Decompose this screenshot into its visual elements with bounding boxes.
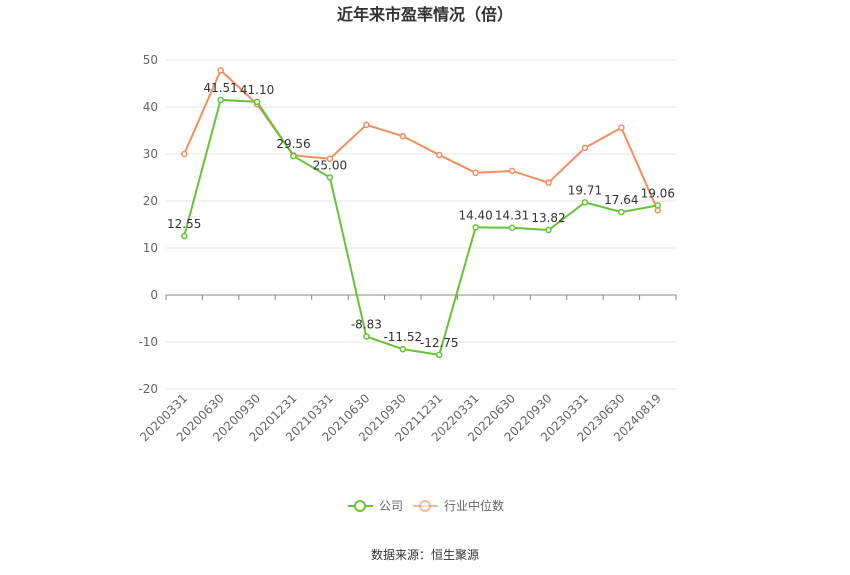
company-data-label: 14.40 (458, 208, 492, 222)
y-tick-label: 20 (143, 194, 158, 208)
company-point[interactable] (290, 152, 297, 160)
y-tick-label: -10 (138, 335, 158, 349)
grid-lines (166, 59, 676, 390)
chart-title: 近年来市盈率情况（倍） (337, 5, 513, 24)
y-tick-label: 0 (150, 288, 158, 302)
company-data-label: 17.64 (604, 193, 638, 207)
company-point[interactable] (435, 351, 443, 359)
y-tick-label: 40 (143, 100, 158, 114)
industry-median-point[interactable] (326, 155, 334, 162)
legend-marker-company (354, 500, 366, 512)
legend[interactable]: 公司 行业中位数 (348, 498, 504, 513)
company-point[interactable] (326, 174, 334, 181)
company-point[interactable] (363, 333, 370, 340)
industry-median-point[interactable] (435, 151, 443, 159)
legend-item-company[interactable]: 公司 (348, 499, 403, 513)
y-axis: 50 40 30 20 10 0 -10 -20 (138, 53, 158, 396)
industry-median-point[interactable] (363, 121, 370, 129)
company-point[interactable] (545, 226, 552, 234)
company-data-label: 25.00 (313, 159, 347, 173)
company-data-label: -11.52 (383, 330, 422, 344)
company-point[interactable] (180, 232, 188, 240)
industry-median-point[interactable] (217, 67, 224, 74)
company-data-label: 19.06 (641, 186, 675, 200)
y-tick-label: 30 (143, 147, 158, 161)
industry-median-point[interactable] (581, 144, 589, 152)
company-data-label: 13.82 (531, 211, 565, 225)
company-data-label: 41.51 (203, 81, 237, 95)
company-data-label: -12.75 (420, 336, 459, 350)
y-tick-label: 50 (143, 53, 158, 67)
company-data-label: 41.10 (240, 83, 274, 97)
company-data-label: 29.56 (276, 137, 310, 151)
industry-median-point[interactable] (180, 150, 188, 158)
industry-median-line (183, 69, 659, 211)
company-data-label: 14.31 (495, 209, 529, 223)
series-lines (180, 67, 662, 359)
industry-median-point[interactable] (508, 167, 516, 175)
legend-label-company: 公司 (379, 499, 403, 513)
company-point[interactable] (253, 98, 261, 106)
legend-item-industry[interactable]: 行业中位数 (413, 498, 504, 513)
y-tick-label: 10 (143, 241, 158, 255)
company-data-label: -8.83 (351, 318, 382, 332)
y-tick-label: -20 (138, 382, 158, 396)
industry-median-point[interactable] (545, 179, 552, 186)
company-data-label: 12.55 (167, 217, 201, 231)
source-note: 数据来源：恒生聚源 (371, 547, 479, 562)
company-point[interactable] (217, 96, 224, 104)
company-point[interactable] (581, 199, 589, 206)
company-point[interactable] (508, 224, 516, 231)
industry-median-point[interactable] (618, 124, 625, 131)
company-point[interactable] (618, 208, 625, 216)
company-point[interactable] (654, 202, 662, 209)
legend-label-industry: 行业中位数 (444, 498, 504, 513)
industry-median-point[interactable] (399, 132, 407, 140)
company-line (183, 98, 658, 356)
industry-median-point[interactable] (472, 169, 479, 177)
company-point[interactable] (472, 224, 479, 231)
x-axis: 2020033120200630202009302020123120210331… (137, 294, 677, 444)
legend-marker-industry (419, 500, 431, 512)
company-data-label: 19.71 (568, 183, 602, 197)
company-point[interactable] (399, 345, 407, 353)
